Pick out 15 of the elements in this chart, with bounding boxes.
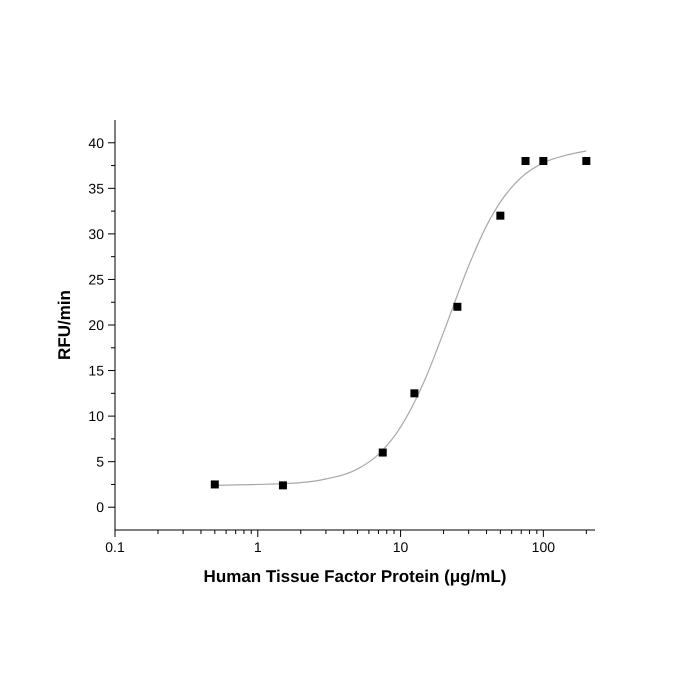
y-tick-label: 30 (88, 226, 104, 242)
x-tick-label: 10 (392, 539, 409, 555)
y-tick-label: 20 (88, 317, 104, 333)
y-tick-label: 10 (88, 408, 104, 424)
y-tick-label: 40 (88, 134, 104, 151)
y-tick-label: 15 (88, 362, 104, 379)
x-tick-label: 100 (532, 539, 556, 555)
y-tick-label: 35 (88, 180, 104, 196)
x-tick-label: 1 (254, 539, 262, 555)
y-tick-label: 25 (88, 271, 104, 288)
x-tick-label: 0.1 (105, 539, 125, 555)
y-axis-title: RFU/min (55, 290, 74, 360)
y-tick-label: 0 (96, 499, 104, 516)
y-tick-label: 5 (96, 454, 104, 470)
x-axis-title: Human Tissue Factor Protein (μg/mL) (204, 567, 506, 586)
